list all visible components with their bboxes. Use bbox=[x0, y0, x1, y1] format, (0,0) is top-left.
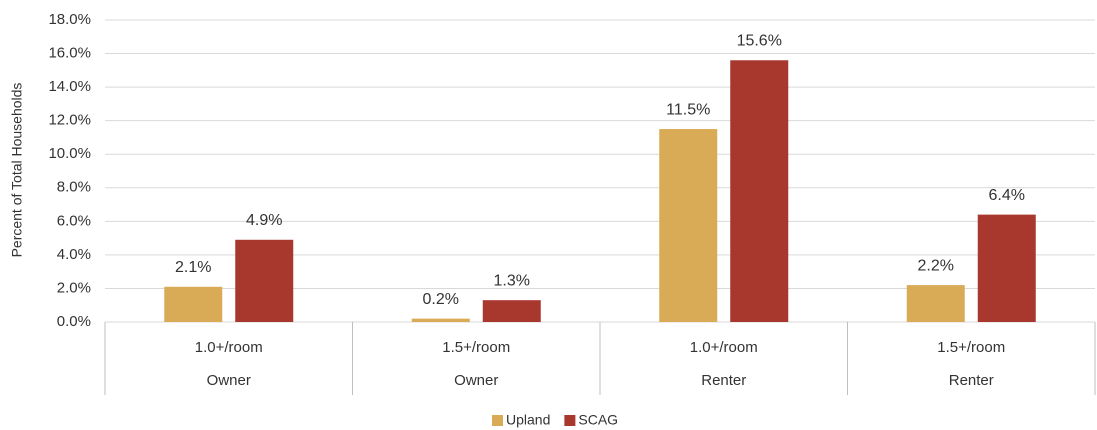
y-tick-label: 18.0% bbox=[48, 11, 91, 28]
y-tick-label: 0.0% bbox=[57, 313, 91, 330]
bar bbox=[482, 300, 541, 322]
y-tick-label: 14.0% bbox=[48, 78, 91, 95]
x-group-label: Owner bbox=[454, 372, 498, 389]
y-tick-label: 8.0% bbox=[57, 179, 91, 196]
x-group-label: Renter bbox=[949, 372, 994, 389]
y-tick-label: 4.0% bbox=[57, 246, 91, 263]
bar bbox=[906, 285, 965, 322]
y-axis-label: Percent of Total Households bbox=[9, 83, 25, 258]
legend-label: SCAG bbox=[578, 412, 618, 428]
bar bbox=[730, 60, 789, 323]
y-tick-label: 2.0% bbox=[57, 279, 91, 296]
legend-label: Upland bbox=[506, 412, 550, 428]
bar bbox=[164, 286, 223, 322]
x-tick-label: 1.5+/room bbox=[442, 339, 510, 356]
y-tick-label: 10.0% bbox=[48, 145, 91, 162]
data-label: 2.2% bbox=[918, 257, 954, 274]
data-label: 1.3% bbox=[494, 272, 530, 289]
bar bbox=[977, 214, 1036, 322]
data-label: 11.5% bbox=[666, 101, 710, 118]
data-label: 0.2% bbox=[423, 291, 459, 308]
y-tick-label: 12.0% bbox=[48, 112, 91, 129]
x-tick-label: 1.5+/room bbox=[937, 339, 1005, 356]
x-tick-label: 1.0+/room bbox=[690, 339, 758, 356]
x-group-label: Renter bbox=[701, 372, 746, 389]
legend-swatch bbox=[492, 415, 503, 426]
data-label: 15.6% bbox=[737, 32, 782, 49]
bar bbox=[659, 129, 718, 322]
legend-swatch bbox=[564, 415, 576, 426]
y-tick-label: 6.0% bbox=[57, 212, 91, 229]
data-label: 4.9% bbox=[246, 212, 282, 229]
data-label: 6.4% bbox=[989, 187, 1025, 204]
y-tick-label: 16.0% bbox=[48, 45, 91, 62]
bar bbox=[235, 239, 294, 322]
x-group-label: Owner bbox=[207, 372, 251, 389]
bar bbox=[411, 318, 470, 322]
x-tick-label: 1.0+/room bbox=[195, 339, 263, 356]
data-label: 2.1% bbox=[175, 259, 211, 276]
